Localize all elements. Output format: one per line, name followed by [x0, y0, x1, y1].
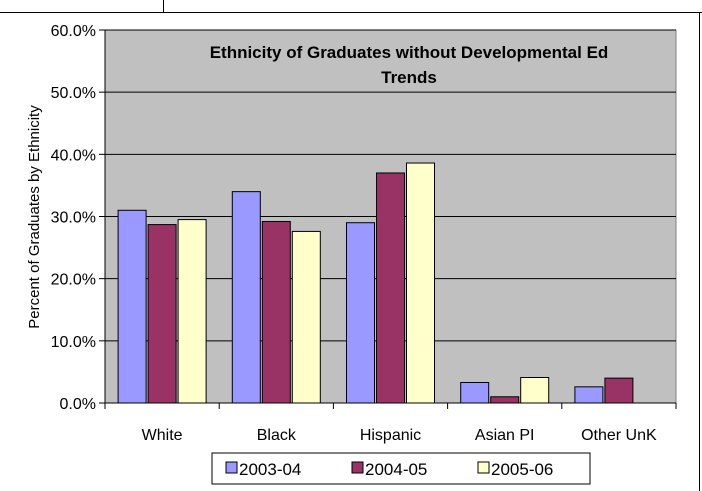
- x-tick-label: Other UnK: [581, 427, 657, 444]
- chart-title: Ethnicity of Graduates without Developme…: [210, 43, 609, 87]
- y-tick-label: 20.0%: [51, 272, 96, 289]
- frame-divider: [163, 0, 164, 12]
- frame-top-border: [0, 0, 702, 13]
- x-tick-label: Black: [257, 427, 297, 444]
- x-tick-label: Asian PI: [475, 427, 535, 444]
- y-tick-label: 40.0%: [51, 147, 96, 164]
- chart-title-line-2: Trends: [381, 68, 437, 87]
- bar-2003-04-black: [231, 191, 261, 404]
- legend-label: 2005-06: [491, 460, 553, 479]
- frame-right-border: [699, 12, 700, 491]
- y-tick-label: 0.0%: [60, 396, 96, 413]
- x-ticks: White Black Hispanic Asian PI Other UnK: [104, 403, 677, 444]
- y-ticks: 0.0% 10.0% 20.0% 30.0% 40.0% 50.0% 60.0%: [51, 23, 105, 413]
- legend-box: [211, 452, 591, 485]
- legend-label: 2003-04: [239, 460, 301, 479]
- y-tick-label: 60.0%: [51, 23, 96, 40]
- bar-2004-05-black: [261, 220, 291, 404]
- legend-swatch: [351, 461, 364, 474]
- x-tick-label: Hispanic: [360, 427, 421, 444]
- bar-2004-05-white: [147, 224, 177, 404]
- y-tick-label: 10.0%: [51, 334, 96, 351]
- legend-swatch: [225, 461, 238, 474]
- legend: 2003-04 2004-05 2005-06: [211, 452, 591, 485]
- chart-title-line-1: Ethnicity of Graduates without Developme…: [210, 43, 609, 62]
- bars: [117, 162, 634, 404]
- bar-2003-04-other-unk: [574, 386, 604, 404]
- bar-2004-05-hispanic: [376, 172, 405, 404]
- bar-2005-06-black: [291, 230, 321, 404]
- bar-2004-05-other-unk: [604, 377, 634, 404]
- bar-2003-04-hispanic: [346, 222, 375, 404]
- bar-2005-06-asian-pi: [520, 377, 550, 404]
- x-tick-label: White: [142, 427, 183, 444]
- bar-2003-04-white: [117, 209, 147, 404]
- y-tick-label: 50.0%: [51, 85, 96, 102]
- y-tick-label: 30.0%: [51, 210, 96, 227]
- legend-swatch: [477, 461, 490, 474]
- bar-2005-06-white: [177, 219, 207, 404]
- y-axis-title: Percent of Graduates by Ethnicity: [26, 105, 43, 329]
- bar-2003-04-asian-pi: [460, 381, 490, 404]
- bar-2005-06-hispanic: [406, 162, 435, 404]
- legend-label: 2004-05: [365, 460, 427, 479]
- bar-2004-05-asian-pi: [490, 396, 520, 404]
